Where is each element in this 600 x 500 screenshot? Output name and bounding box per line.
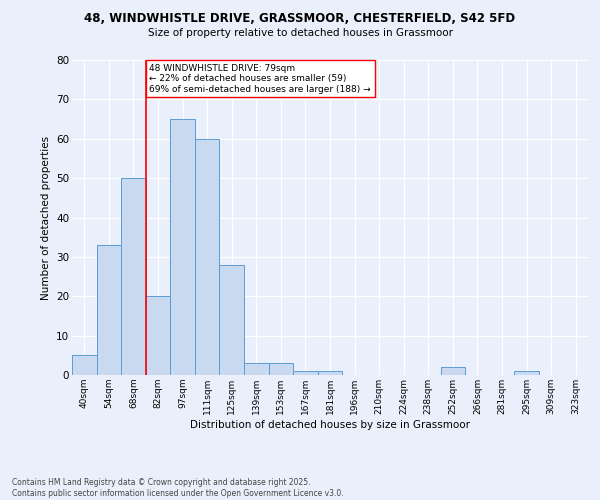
Bar (72, 356, 97, 375)
Y-axis label: Number of detached properties: Number of detached properties (41, 136, 50, 300)
Bar (293, 371, 318, 375)
Bar (318, 371, 342, 375)
Bar (244, 363, 269, 375)
Bar (440, 367, 465, 375)
Bar (146, 296, 170, 375)
Bar (170, 119, 195, 375)
Text: 48 WINDWHISTLE DRIVE: 79sqm
← 22% of detached houses are smaller (59)
69% of sem: 48 WINDWHISTLE DRIVE: 79sqm ← 22% of det… (149, 64, 371, 94)
Bar (269, 363, 293, 375)
X-axis label: Distribution of detached houses by size in Grassmoor: Distribution of detached houses by size … (190, 420, 470, 430)
Text: Size of property relative to detached houses in Grassmoor: Size of property relative to detached ho… (148, 28, 452, 38)
Text: Contains HM Land Registry data © Crown copyright and database right 2025.
Contai: Contains HM Land Registry data © Crown c… (12, 478, 344, 498)
Bar (220, 265, 244, 375)
Bar (514, 371, 539, 375)
Bar (121, 178, 146, 375)
Text: 48, WINDWHISTLE DRIVE, GRASSMOOR, CHESTERFIELD, S42 5FD: 48, WINDWHISTLE DRIVE, GRASSMOOR, CHESTE… (85, 12, 515, 26)
Bar (97, 245, 121, 375)
Bar (195, 138, 220, 375)
